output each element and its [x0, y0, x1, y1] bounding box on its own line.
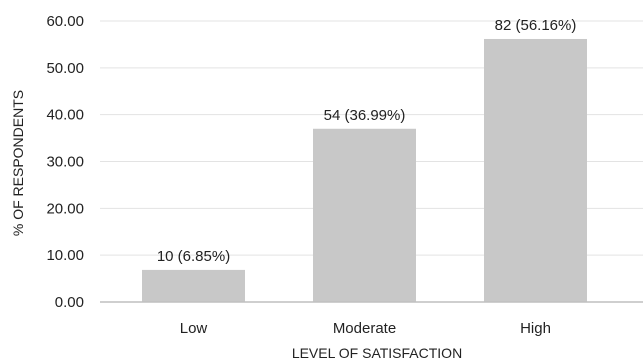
- y-tick-label: 60.00: [46, 13, 84, 30]
- data-label: 82 (56.16%): [495, 17, 577, 34]
- bars: [142, 38, 587, 302]
- y-tick-label: 0.00: [55, 294, 84, 311]
- x-category-label: Moderate: [333, 320, 396, 337]
- y-tick-label: 20.00: [46, 200, 84, 217]
- y-tick-label: 10.00: [46, 247, 84, 264]
- y-tick-label: 50.00: [46, 60, 84, 77]
- x-axis-title: LEVEL OF SATISFACTION: [292, 345, 462, 361]
- bar-low: [142, 269, 245, 302]
- y-tick-label: 40.00: [46, 107, 84, 124]
- y-tick-label: 30.00: [46, 154, 84, 171]
- data-labels: 10 (6.85%) 54 (36.99%) 82 (56.16%): [157, 17, 577, 265]
- y-tick-labels: 0.00 10.00 20.00 30.00 40.00 50.00 60.00: [46, 13, 84, 311]
- data-label: 54 (36.99%): [324, 107, 406, 124]
- y-axis-title: % OF RESPONDENTS: [10, 90, 26, 236]
- bar-high: [484, 38, 587, 302]
- bar-moderate: [313, 128, 416, 302]
- x-category-label: High: [520, 320, 551, 337]
- data-label: 10 (6.85%): [157, 248, 230, 265]
- x-category-label: Low: [180, 320, 208, 337]
- x-category-labels: Low Moderate High: [180, 320, 551, 337]
